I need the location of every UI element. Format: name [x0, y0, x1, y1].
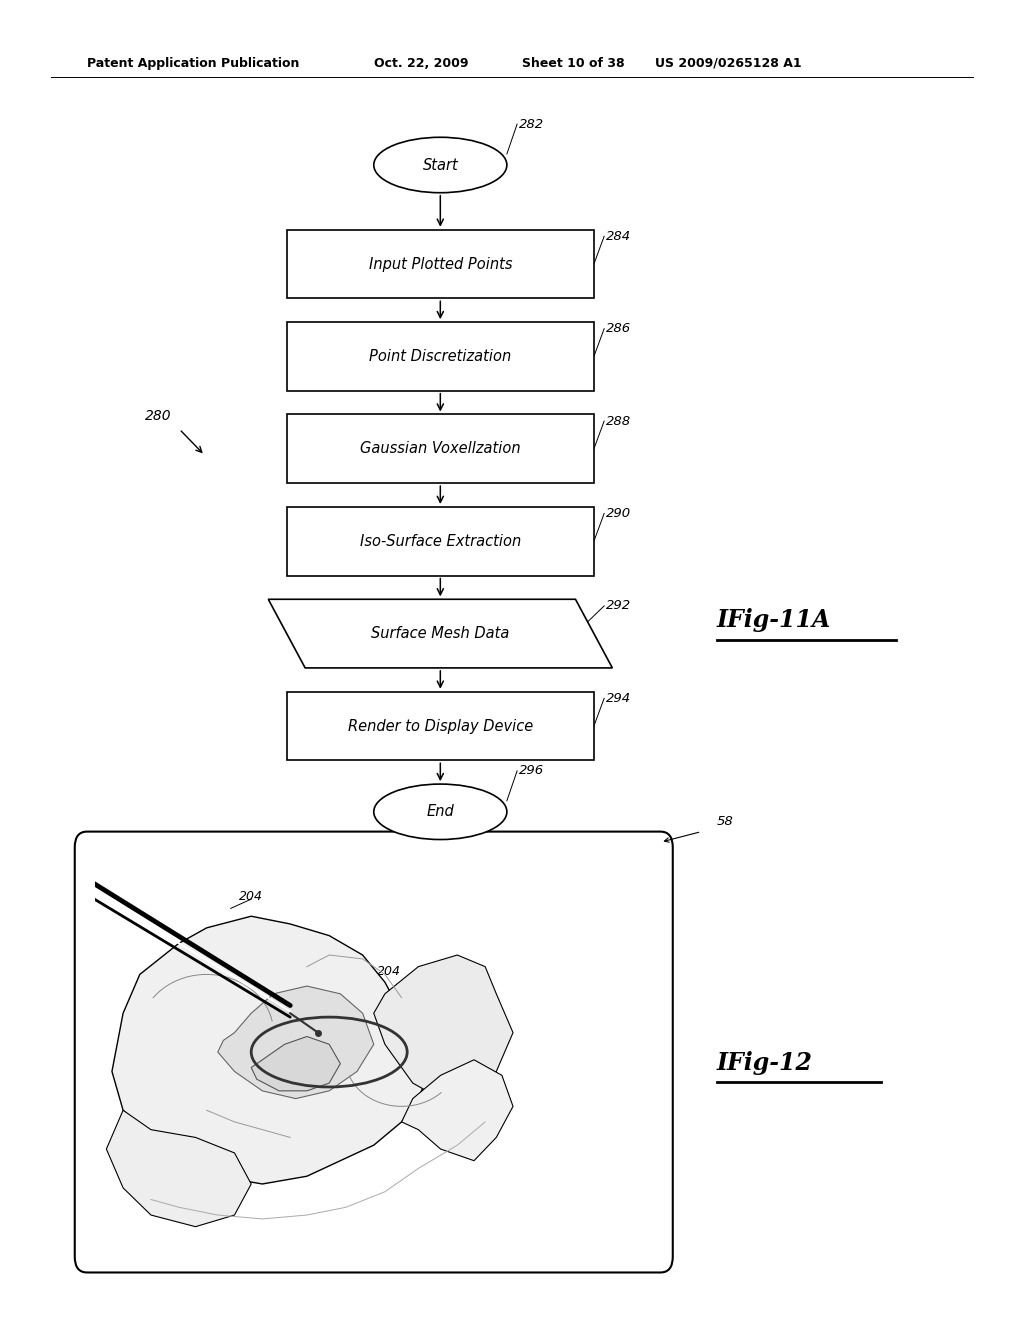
Text: 281: 281 — [450, 962, 474, 975]
FancyBboxPatch shape — [287, 692, 594, 760]
Text: 282: 282 — [519, 117, 545, 131]
Polygon shape — [218, 986, 374, 1098]
FancyBboxPatch shape — [287, 507, 594, 576]
Text: 290: 290 — [606, 507, 632, 520]
FancyBboxPatch shape — [287, 322, 594, 391]
Polygon shape — [401, 1060, 513, 1160]
Text: Iso-Surface Extraction: Iso-Surface Extraction — [359, 533, 521, 549]
FancyBboxPatch shape — [287, 230, 594, 298]
Text: 288: 288 — [606, 414, 632, 428]
Text: 204: 204 — [240, 890, 263, 903]
Polygon shape — [112, 916, 429, 1184]
Text: 286: 286 — [606, 322, 632, 335]
Text: End: End — [426, 804, 455, 820]
Text: US 2009/0265128 A1: US 2009/0265128 A1 — [655, 57, 802, 70]
Text: 120': 120' — [296, 999, 324, 1012]
Text: 294: 294 — [606, 692, 632, 705]
Polygon shape — [106, 1110, 251, 1226]
Text: IFig-11A: IFig-11A — [717, 609, 831, 632]
Ellipse shape — [374, 137, 507, 193]
Polygon shape — [251, 1036, 340, 1090]
FancyBboxPatch shape — [75, 832, 673, 1272]
Polygon shape — [268, 599, 612, 668]
Text: Input Plotted Points: Input Plotted Points — [369, 256, 512, 272]
Text: 204: 204 — [377, 965, 401, 978]
Text: 280: 280 — [145, 409, 172, 422]
FancyBboxPatch shape — [287, 414, 594, 483]
Text: Point Discretization: Point Discretization — [370, 348, 511, 364]
Text: Start: Start — [423, 157, 458, 173]
Text: Sheet 10 of 38: Sheet 10 of 38 — [522, 57, 625, 70]
Text: Render to Display Device: Render to Display Device — [348, 718, 532, 734]
Text: IFig-12: IFig-12 — [717, 1051, 813, 1074]
Text: Oct. 22, 2009: Oct. 22, 2009 — [374, 57, 468, 70]
Text: 296: 296 — [519, 764, 545, 777]
Text: 284: 284 — [606, 230, 632, 243]
Text: Surface Mesh Data: Surface Mesh Data — [371, 626, 510, 642]
Text: 58: 58 — [717, 814, 733, 828]
Polygon shape — [374, 956, 513, 1098]
Ellipse shape — [374, 784, 507, 840]
Text: Patent Application Publication: Patent Application Publication — [87, 57, 299, 70]
Text: Gaussian Voxellzation: Gaussian Voxellzation — [360, 441, 520, 457]
Text: 292: 292 — [606, 599, 632, 612]
